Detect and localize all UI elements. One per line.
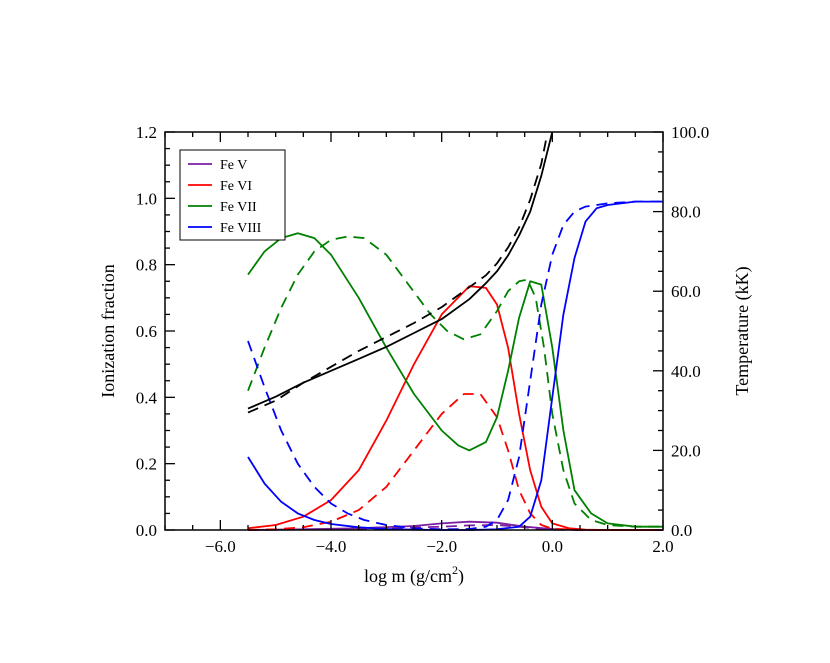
y-left-tick-label: 0.4 bbox=[136, 388, 158, 407]
y-right-tick-label: 0.0 bbox=[671, 521, 692, 540]
series-line-fe-vi-solid bbox=[247, 285, 663, 531]
x-tick-label: −4.0 bbox=[316, 537, 347, 556]
series-line-fe-vii-solid bbox=[247, 232, 663, 528]
y-axis-right-label: Temperature (kK) bbox=[732, 266, 753, 395]
x-tick-label: 2.0 bbox=[652, 537, 673, 556]
y-left-tick-label: 1.0 bbox=[136, 189, 157, 208]
y-right-tick-label: 80.0 bbox=[671, 203, 701, 222]
legend: Fe V Fe VI Fe VII Fe VIII bbox=[179, 149, 286, 241]
x-axis-label-superscript: 2 bbox=[452, 563, 458, 577]
legend-label-fe-v: Fe V bbox=[220, 158, 247, 173]
x-tick-label: −6.0 bbox=[205, 537, 236, 556]
y-left-tick-label: 0.2 bbox=[136, 455, 157, 474]
legend-label-fe-vii: Fe VII bbox=[220, 200, 257, 215]
series-line-fe-vi-dashed bbox=[247, 393, 663, 531]
series-line-temperature-dashed bbox=[247, 135, 548, 414]
series-layer bbox=[247, 131, 663, 531]
series-line-fe-vii-dashed bbox=[247, 235, 663, 528]
ticks-layer: −6.0 −4.0 −2.0 0.0 2.00.00.20.40.60.81.01.20… bbox=[136, 123, 710, 556]
x-tick-label: 0.0 bbox=[542, 537, 563, 556]
y-axis-left-label: Ionization fraction bbox=[98, 264, 118, 397]
x-axis-label: log m (g/cm2) bbox=[364, 563, 464, 587]
y-left-tick-label: 1.2 bbox=[136, 123, 157, 142]
series-line-temperature-solid bbox=[247, 131, 554, 410]
legend-box bbox=[179, 149, 286, 241]
y-right-tick-label: 60.0 bbox=[671, 282, 701, 301]
y-left-tick-label: 0.0 bbox=[136, 521, 157, 540]
legend-entries: Fe V Fe VI Fe VII Fe VIII bbox=[188, 158, 262, 236]
y-left-tick-label: 0.6 bbox=[136, 322, 157, 341]
x-tick-label: −2.0 bbox=[426, 537, 457, 556]
y-left-tick-label: 0.8 bbox=[136, 256, 157, 275]
legend-label-fe-viii: Fe VIII bbox=[220, 221, 262, 236]
y-right-tick-label: 20.0 bbox=[671, 441, 701, 460]
series-line-fe-viii-dashed bbox=[247, 200, 663, 531]
y-right-tick-label: 40.0 bbox=[671, 362, 701, 381]
y-right-tick-label: 100.0 bbox=[671, 123, 709, 142]
legend-label-fe-vi: Fe VI bbox=[220, 179, 252, 194]
x-axis-label-close: ) bbox=[458, 566, 464, 587]
